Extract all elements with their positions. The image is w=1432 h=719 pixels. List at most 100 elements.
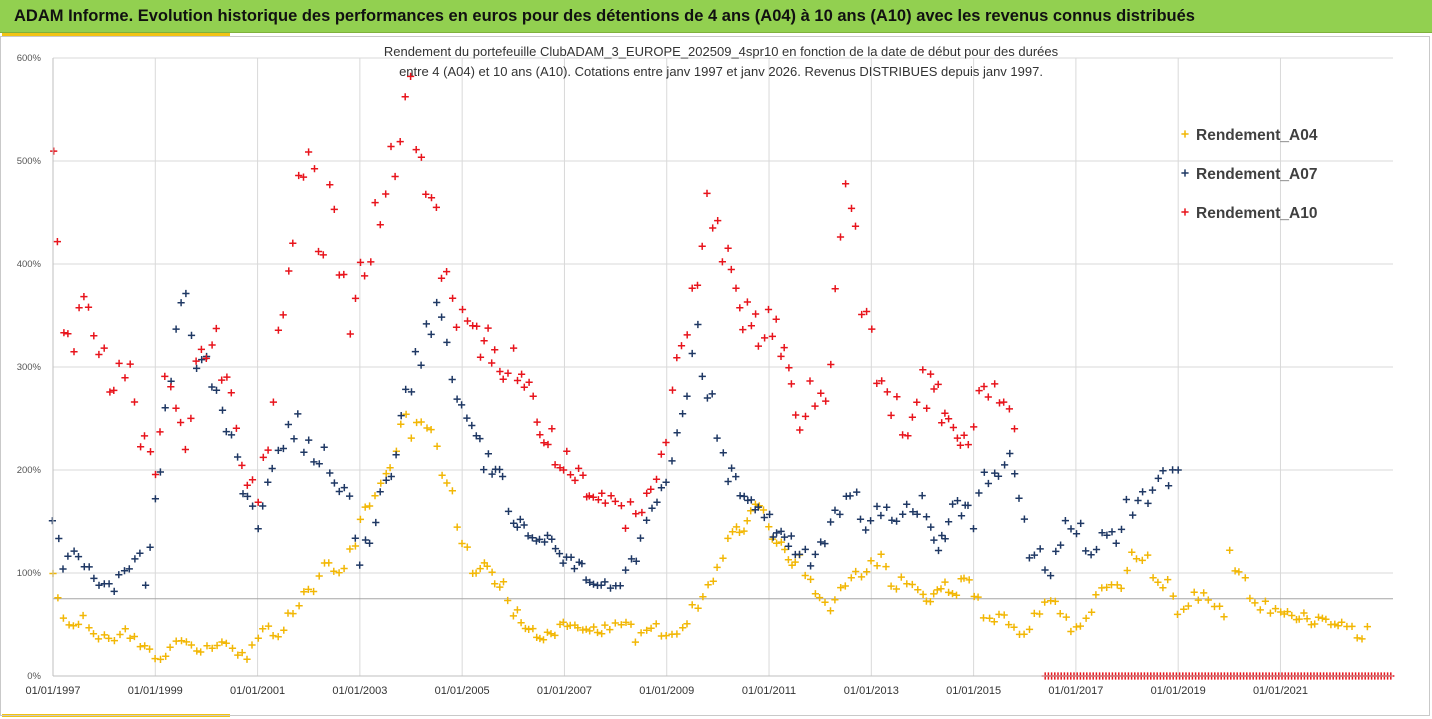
data-point [897,573,905,581]
data-point [718,258,726,266]
legend: Rendement_A04 Rendement_A07 Rendement_A10 [1181,127,1318,222]
data-point [904,432,912,440]
data-point [197,345,205,353]
data-point [310,165,319,173]
data-point [579,471,587,479]
grid-layer [52,57,1393,677]
data-point [285,267,293,275]
data-point [652,475,661,483]
data-point [239,490,247,498]
data-point [836,233,845,241]
data-point [836,510,844,518]
data-point [647,624,655,632]
data-point [821,598,829,606]
data-point [64,330,72,338]
y-tick-label: 200% [17,465,42,476]
data-point [443,338,451,346]
data-point [156,468,164,476]
data-point [1010,623,1018,631]
data-point [218,638,226,646]
data-point [1181,208,1189,216]
data-point [1144,551,1152,559]
data-point [141,642,149,650]
data-point [787,532,795,540]
data-point [110,386,118,394]
data-point [837,584,845,592]
data-point [1200,589,1208,597]
data-point [1030,551,1038,559]
data-point [991,380,999,388]
data-point [536,431,544,439]
data-point [994,472,1003,480]
data-point [473,322,481,330]
data-point [146,448,155,456]
data-point [340,484,348,492]
data-point [913,510,921,518]
data-point [463,317,472,325]
data-point [739,326,747,334]
data-point [1011,470,1019,478]
data-point [728,464,736,472]
data-point [202,354,210,362]
data-point [873,379,881,387]
data-point [764,305,773,314]
data-point [110,587,118,595]
data-point [106,388,114,396]
data-point [1180,605,1188,613]
data-point [1266,609,1274,617]
data-point [785,364,793,372]
data-point [361,272,369,280]
data-point [208,383,216,391]
data-point [453,523,461,531]
data-point [1036,610,1044,618]
data-point [899,431,907,439]
data-point [70,348,78,356]
data-point [713,434,721,442]
data-point [887,582,895,590]
data-point [617,502,625,510]
data-point [509,612,517,620]
data-point [525,378,533,386]
data-point [299,173,308,181]
x-tick-label: 01/01/2017 [1048,685,1103,697]
data-point [1041,566,1049,574]
data-point [724,534,732,542]
legend-item: Rendement_A10 [1181,205,1317,222]
data-point [1067,627,1075,636]
data-point [1138,556,1146,564]
data-point [279,311,287,319]
data-point [627,555,636,563]
data-point [694,320,702,329]
data-point [53,238,61,246]
data-point [1251,599,1259,607]
data-point [760,513,768,522]
data-point [330,567,338,575]
data-point [1005,621,1013,629]
page-title-text: ADAM Informe. Evolution historique des p… [14,6,1195,25]
data-point [570,565,578,573]
data-point [80,293,88,301]
data-point [463,543,471,551]
data-point [259,502,267,510]
x-tick-label: 01/01/2019 [1151,685,1206,697]
data-point [857,573,866,581]
data-point [945,415,953,423]
data-point [433,298,441,307]
data-point [60,329,68,337]
data-point [533,418,541,426]
data-point [933,586,941,594]
data-point [402,385,410,393]
data-point [140,432,149,440]
data-point [161,404,169,412]
data-point [1082,614,1090,622]
data-point [351,534,359,542]
data-point [126,360,134,368]
data-point [539,636,548,644]
data-point [177,418,185,427]
data-point [222,639,230,647]
data-point [136,643,144,651]
data-point [264,446,272,454]
data-point [566,471,575,479]
data-point [941,535,949,543]
data-point [585,492,593,500]
